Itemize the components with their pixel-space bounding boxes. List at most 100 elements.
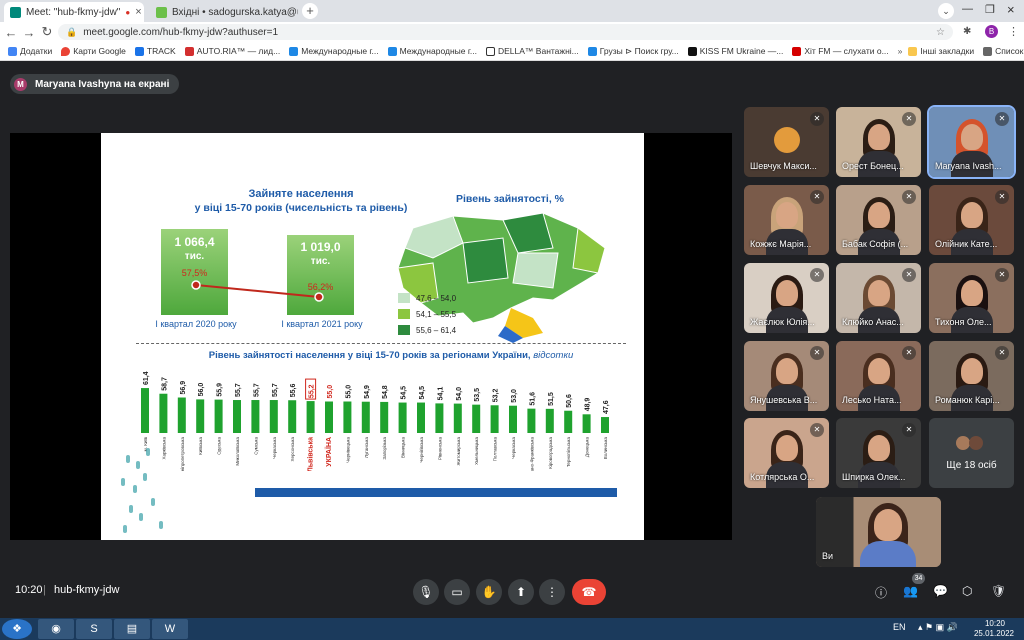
divider (136, 343, 626, 344)
participant-tile[interactable]: ✕ Орест Бонец... (836, 107, 921, 177)
participant-tile[interactable]: ✕ Лесько Ната... (836, 341, 921, 411)
tab-meet[interactable]: Meet: "hub-fkmy-jdw" ● × (4, 2, 144, 22)
bar (251, 400, 260, 433)
participant-tile[interactable]: ✕ Янушевська В... (744, 341, 829, 411)
bookmark-item[interactable]: Грузы ⊳ Поиск гру... (587, 46, 679, 57)
bar-value-label: 55,2 (309, 384, 316, 398)
bar (398, 402, 407, 433)
participant-name: Шевчук Макси... (750, 161, 817, 171)
participant-tile[interactable]: ✕ Кожжє Марія... (744, 185, 829, 255)
participant-tile[interactable]: ✕ Олійник Кате... (929, 185, 1014, 255)
bar (214, 399, 223, 433)
bar (177, 397, 186, 433)
self-view-tile: Ви (816, 497, 941, 567)
highlight-box (305, 378, 317, 400)
bookmark-item[interactable]: Международные г... (387, 46, 477, 56)
participant-tile[interactable]: ✕ Котлярська О... (744, 418, 829, 488)
bar-value-label: 55,0 (345, 385, 352, 399)
close-window-icon[interactable]: × (1007, 2, 1015, 17)
bookmark-item[interactable]: Карти Google (61, 46, 126, 56)
category-label: Донецька (585, 437, 590, 458)
avatar-cat-icon (774, 127, 800, 153)
chat-icon[interactable]: 💬 (933, 584, 948, 598)
other-bookmarks[interactable]: Інші закладки (908, 46, 974, 56)
clock-date: 25.01.2022 (973, 629, 1015, 638)
bar-value-label: 56,0 (198, 383, 205, 397)
category-label: Київська (198, 437, 203, 455)
info-icon[interactable]: ⓘ (875, 586, 888, 600)
leave-call-button[interactable]: ☎ (572, 579, 606, 605)
skype-taskbar-icon[interactable]: S (76, 619, 112, 639)
participant-tile[interactable]: ✕ Шпирка Олек... (836, 418, 921, 488)
new-tab-button[interactable]: + (302, 3, 318, 19)
language-indicator[interactable]: EN (893, 622, 906, 632)
reload-icon[interactable]: ↻ (41, 24, 53, 39)
bar-value-label: 47,6 (603, 400, 610, 414)
category-label: Черкаська (272, 437, 277, 459)
tab-mail[interactable]: Вхідні • sadogurska.katya@ukr.n × (150, 2, 298, 22)
participant-name: Котлярська О... (750, 472, 815, 482)
maximize-icon[interactable]: ❐ (985, 4, 995, 16)
bar (159, 393, 168, 433)
self-label: Ви (822, 551, 834, 561)
bookmark-item[interactable]: Хіт FM — слухати о... (792, 46, 889, 56)
start-button[interactable]: ❖ (2, 619, 32, 639)
minimize-icon[interactable]: — (962, 3, 973, 15)
bar-2021-value: 1 019,0 (300, 240, 341, 254)
bookmark-item[interactable]: Додатки (8, 46, 52, 56)
menu-dots-icon[interactable]: ⋮ (1008, 26, 1019, 38)
category-label: Хмельницька (474, 437, 479, 465)
bookmark-item[interactable]: Международные г... (289, 46, 379, 56)
tab-search-icon[interactable]: ⌄ (938, 3, 954, 19)
more-bookmarks-icon[interactable]: » (897, 46, 903, 56)
reading-list-icon (983, 46, 993, 56)
camera-button[interactable]: ▭ (444, 579, 470, 605)
participant-tile[interactable]: ✕ Бабак Софія (... (836, 185, 921, 255)
bar-2020-pct: 57,5% (181, 268, 208, 278)
blue-footer-bar (255, 488, 617, 497)
mic-button[interactable]: 🎙 (413, 579, 439, 605)
della-icon (486, 46, 495, 56)
more-participants-tile[interactable]: Ще 18 осіб (929, 418, 1014, 488)
bookmark-item[interactable]: TRACK (134, 46, 176, 56)
bar-value-label: 51,5 (548, 392, 555, 406)
shoulders (858, 307, 900, 333)
explorer-taskbar-icon[interactable]: ▤ (114, 619, 150, 639)
bar (269, 400, 278, 433)
presenter-text: Maryana Ivashyna на екрані (35, 78, 170, 90)
tray-icons[interactable]: ▴ ⚑ ▣ 🔊 (918, 622, 958, 632)
back-icon[interactable]: ← (4, 24, 18, 40)
participant-tile[interactable]: ✕ Maryana Ivash... (927, 105, 1016, 179)
raise-hand-button[interactable]: ✋ (476, 579, 502, 605)
participant-tile[interactable]: ✕ Романюк Карі... (929, 341, 1014, 411)
activities-icon[interactable]: ⬡ (962, 584, 973, 598)
host-controls-icon[interactable]: 🛡 (991, 584, 1007, 598)
participant-tile[interactable]: ✕ Жаєлюк Юлія... (744, 263, 829, 333)
more-options-button[interactable]: ⋮ (539, 579, 565, 605)
bookmark-item[interactable]: DELLA™ Вантажні... (486, 46, 579, 56)
profile-avatar[interactable]: B (985, 25, 998, 38)
tab-close-icon[interactable]: × (135, 6, 142, 18)
extension-icon[interactable]: ✱ (963, 26, 972, 37)
reading-list[interactable]: Список читання (983, 46, 1024, 56)
participant-tile[interactable]: ✕ Шевчук Макси... (744, 107, 829, 177)
bookmark-item[interactable]: AUTO.RIA™ — лид... (184, 46, 280, 56)
people-icon[interactable]: 👥 (903, 584, 918, 598)
ukraine-map (397, 212, 606, 343)
muted-mic-icon: ✕ (902, 346, 916, 360)
participant-tile[interactable]: ✕ Тихоня Оле... (929, 263, 1014, 333)
participant-tile[interactable]: ✕ Клюйко Анас... (836, 263, 921, 333)
word-taskbar-icon[interactable]: W (152, 619, 188, 639)
present-button[interactable]: ⬆ (508, 579, 534, 605)
face (776, 358, 798, 384)
star-icon[interactable]: ☆ (936, 26, 945, 38)
forward-icon[interactable]: → (22, 24, 36, 40)
muted-mic-icon: ✕ (995, 190, 1009, 204)
bookmark-item[interactable]: KISS FM Ukraine —... (687, 46, 783, 56)
url-field[interactable]: 🔒 meet.google.com/hub-fkmy-jdw?authuser=… (58, 24, 953, 40)
chrome-taskbar-icon[interactable]: ◉ (38, 619, 74, 639)
participant-name: Maryana Ivash... (935, 161, 1002, 171)
bar (545, 408, 554, 433)
category-label: Миколаївська (235, 437, 240, 466)
bar-value-label: 50,6 (566, 394, 573, 408)
